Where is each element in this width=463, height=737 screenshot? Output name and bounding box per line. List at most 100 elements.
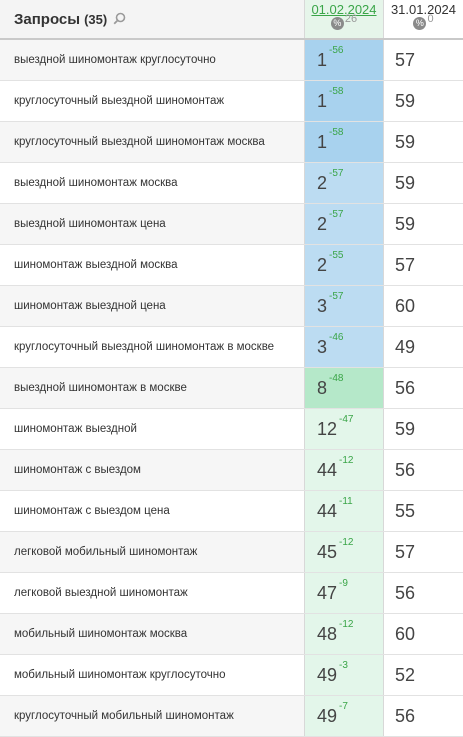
previous-position-cell[interactable]: 57 (384, 245, 463, 285)
table-row: мобильный шиномонтаж круглосуточно 49 -3 52 (0, 655, 463, 696)
previous-position-value: 57 (395, 49, 416, 70)
query-cell[interactable]: легковой выездной шиномонтаж (0, 573, 305, 613)
position-delta: -57 (329, 291, 344, 302)
table-row: круглосуточный выездной шиномонтаж в мос… (0, 327, 463, 368)
previous-position-value: 56 (395, 377, 416, 398)
position-value: 1 (317, 131, 328, 152)
previous-position-cell[interactable]: 49 (384, 327, 463, 367)
percent-icon[interactable]: % (413, 17, 427, 30)
table-row: шиномонтаж выездной москва 2 -55 57 (0, 245, 463, 286)
previous-position-cell[interactable]: 56 (384, 368, 463, 408)
previous-position-cell[interactable]: 56 (384, 696, 463, 736)
previous-position-value: 56 (395, 582, 416, 603)
position-cell[interactable]: 8 -48 (305, 368, 384, 408)
position-value: 12 (317, 418, 338, 439)
previous-position-value: 57 (395, 254, 416, 275)
position-cell[interactable]: 49 -7 (305, 696, 384, 736)
previous-position-cell[interactable]: 59 (384, 163, 463, 203)
query-cell[interactable]: круглосуточный выездной шиномонтаж (0, 81, 305, 121)
position-cell[interactable]: 44 -11 (305, 491, 384, 531)
query-text: круглосуточный выездной шиномонтаж (14, 95, 225, 107)
percent-icon[interactable]: % (330, 17, 344, 30)
query-cell[interactable]: мобильный шиномонтаж круглосуточно (0, 655, 305, 695)
previous-position-cell[interactable]: 56 (384, 573, 463, 613)
query-text: легковой мобильный шиномонтаж (14, 546, 198, 558)
position-value: 44 (317, 500, 338, 521)
position-delta: -48 (329, 373, 344, 384)
position-cell[interactable]: 1 -58 (305, 122, 384, 162)
query-cell[interactable]: выездной шиномонтаж цена (0, 204, 305, 244)
query-text: шиномонтаж выездной цена (14, 300, 166, 312)
position-value: 49 (317, 705, 338, 726)
query-cell[interactable]: шиномонтаж с выездом (0, 450, 305, 490)
previous-position-cell[interactable]: 56 (384, 450, 463, 490)
previous-position-cell[interactable]: 59 (384, 122, 463, 162)
position-cell[interactable]: 49 -3 (305, 655, 384, 695)
previous-position-value: 56 (395, 459, 416, 480)
date-link[interactable]: 01.02.2024 (311, 2, 377, 17)
position-value: 49 (317, 664, 338, 685)
date-column-01-02-2024[interactable]: 01.02.2024 % 26 (305, 0, 384, 38)
position-cell[interactable]: 2 -57 (305, 204, 384, 244)
query-cell[interactable]: легковой мобильный шиномонтаж (0, 532, 305, 572)
query-cell[interactable]: шиномонтаж с выездом цена (0, 491, 305, 531)
query-cell[interactable]: круглосуточный мобильный шиномонтаж (0, 696, 305, 736)
position-delta: -46 (329, 332, 344, 343)
position-cell[interactable]: 45 -12 (305, 532, 384, 572)
search-icon[interactable] (113, 12, 126, 25)
position-value: 3 (317, 295, 328, 316)
table-row: легковой выездной шиномонтаж 47 -9 56 (0, 573, 463, 614)
previous-position-value: 60 (395, 295, 416, 316)
table-row: выездной шиномонтаж москва 2 -57 59 (0, 163, 463, 204)
queries-header[interactable]: Запросы (35) (0, 0, 305, 38)
previous-position-cell[interactable]: 57 (384, 532, 463, 572)
position-delta: -12 (339, 455, 354, 466)
position-value: 45 (317, 541, 338, 562)
previous-position-cell[interactable]: 59 (384, 81, 463, 121)
position-cell[interactable]: 44 -12 (305, 450, 384, 490)
previous-position-cell[interactable]: 60 (384, 286, 463, 326)
queries-title: Запросы (14, 10, 81, 28)
previous-position-cell[interactable]: 57 (384, 40, 463, 80)
previous-position-cell[interactable]: 59 (384, 204, 463, 244)
previous-position-value: 60 (395, 623, 416, 644)
query-text: выездной шиномонтаж в москве (14, 382, 187, 394)
date-column-31-01-2024[interactable]: 31.01.2024 % 0 (384, 0, 463, 38)
position-value: 2 (317, 254, 328, 275)
query-cell[interactable]: выездной шиномонтаж круглосуточно (0, 40, 305, 80)
query-cell[interactable]: шиномонтаж выездной (0, 409, 305, 449)
query-cell[interactable]: шиномонтаж выездной москва (0, 245, 305, 285)
table-row: мобильный шиномонтаж москва 48 -12 60 (0, 614, 463, 655)
position-cell[interactable]: 3 -57 (305, 286, 384, 326)
table-row: шиномонтаж выездной цена 3 -57 60 (0, 286, 463, 327)
query-cell[interactable]: мобильный шиномонтаж москва (0, 614, 305, 654)
position-cell[interactable]: 2 -55 (305, 245, 384, 285)
position-cell[interactable]: 12 -47 (305, 409, 384, 449)
query-cell[interactable]: шиномонтаж выездной цена (0, 286, 305, 326)
table-row: легковой мобильный шиномонтаж 45 -12 57 (0, 532, 463, 573)
position-cell[interactable]: 2 -57 (305, 163, 384, 203)
query-cell[interactable]: круглосуточный выездной шиномонтаж москв… (0, 122, 305, 162)
position-cell[interactable]: 47 -9 (305, 573, 384, 613)
query-cell[interactable]: выездной шиномонтаж в москве (0, 368, 305, 408)
position-cell[interactable]: 48 -12 (305, 614, 384, 654)
query-text: выездной шиномонтаж москва (14, 177, 178, 189)
previous-position-cell[interactable]: 55 (384, 491, 463, 531)
query-cell[interactable]: выездной шиномонтаж москва (0, 163, 305, 203)
position-value: 2 (317, 213, 328, 234)
position-delta: -47 (339, 414, 354, 425)
query-cell[interactable]: круглосуточный выездной шиномонтаж в мос… (0, 327, 305, 367)
table-row: круглосуточный выездной шиномонтаж 1 -58 59 (0, 81, 463, 122)
previous-position-cell[interactable]: 60 (384, 614, 463, 654)
position-delta: -3 (339, 660, 348, 671)
query-text: круглосуточный мобильный шиномонтаж (14, 710, 234, 722)
previous-position-cell[interactable]: 59 (384, 409, 463, 449)
previous-position-value: 59 (395, 172, 416, 193)
position-cell[interactable]: 1 -58 (305, 81, 384, 121)
position-cell[interactable]: 1 -56 (305, 40, 384, 80)
position-cell[interactable]: 3 -46 (305, 327, 384, 367)
position-delta: -11 (339, 496, 353, 507)
queries-count: (35) (84, 11, 108, 27)
previous-position-cell[interactable]: 52 (384, 655, 463, 695)
previous-position-value: 55 (395, 500, 416, 521)
